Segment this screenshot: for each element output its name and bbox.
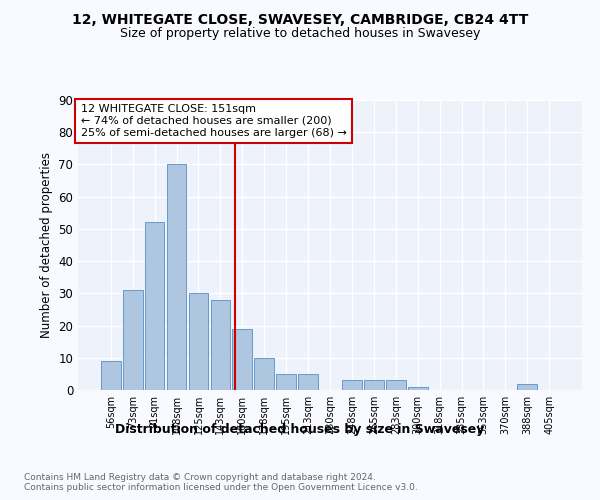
Bar xyxy=(276,374,296,390)
Bar xyxy=(254,358,274,390)
Bar xyxy=(211,300,230,390)
Bar xyxy=(232,329,252,390)
Text: Size of property relative to detached houses in Swavesey: Size of property relative to detached ho… xyxy=(120,28,480,40)
Bar xyxy=(517,384,537,390)
Bar xyxy=(145,222,164,390)
Bar xyxy=(101,361,121,390)
Bar xyxy=(188,294,208,390)
Bar xyxy=(298,374,318,390)
Bar xyxy=(364,380,384,390)
Text: Contains public sector information licensed under the Open Government Licence v3: Contains public sector information licen… xyxy=(24,484,418,492)
Text: Contains HM Land Registry data © Crown copyright and database right 2024.: Contains HM Land Registry data © Crown c… xyxy=(24,472,376,482)
Bar xyxy=(167,164,187,390)
Text: Distribution of detached houses by size in Swavesey: Distribution of detached houses by size … xyxy=(115,422,485,436)
Bar xyxy=(342,380,362,390)
Y-axis label: Number of detached properties: Number of detached properties xyxy=(40,152,53,338)
Bar xyxy=(408,387,428,390)
Bar xyxy=(123,290,143,390)
Bar xyxy=(386,380,406,390)
Text: 12 WHITEGATE CLOSE: 151sqm
← 74% of detached houses are smaller (200)
25% of sem: 12 WHITEGATE CLOSE: 151sqm ← 74% of deta… xyxy=(80,104,346,138)
Text: 12, WHITEGATE CLOSE, SWAVESEY, CAMBRIDGE, CB24 4TT: 12, WHITEGATE CLOSE, SWAVESEY, CAMBRIDGE… xyxy=(72,12,528,26)
